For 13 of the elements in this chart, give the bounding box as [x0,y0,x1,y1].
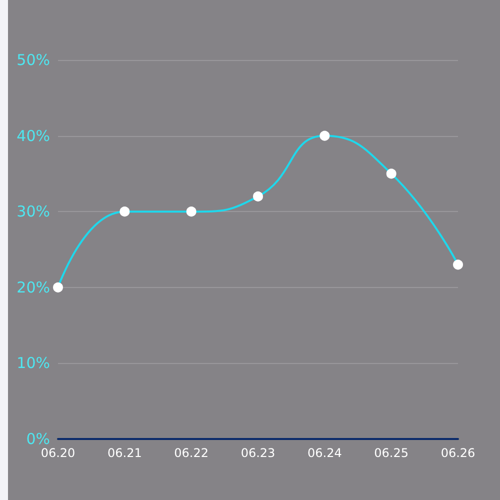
y-tick-label: 30% [16,202,50,221]
x-tick-label: 06.20 [40,446,76,460]
x-tick-label: 06.23 [240,446,276,460]
y-tick-label: 50% [16,51,50,69]
x-tick-label: 06.26 [440,446,476,460]
y-tick-label: 10% [16,354,50,372]
y-tick-label: 0% [26,430,50,448]
x-tick-label: 06.24 [307,446,342,460]
x-tick-label: 06.25 [374,446,409,460]
y-tick-label: 40% [16,126,50,145]
y-tick-label: 20% [16,278,50,296]
x-tick-label: 06.22 [174,446,209,460]
x-tick-label: 06.21 [107,446,142,460]
